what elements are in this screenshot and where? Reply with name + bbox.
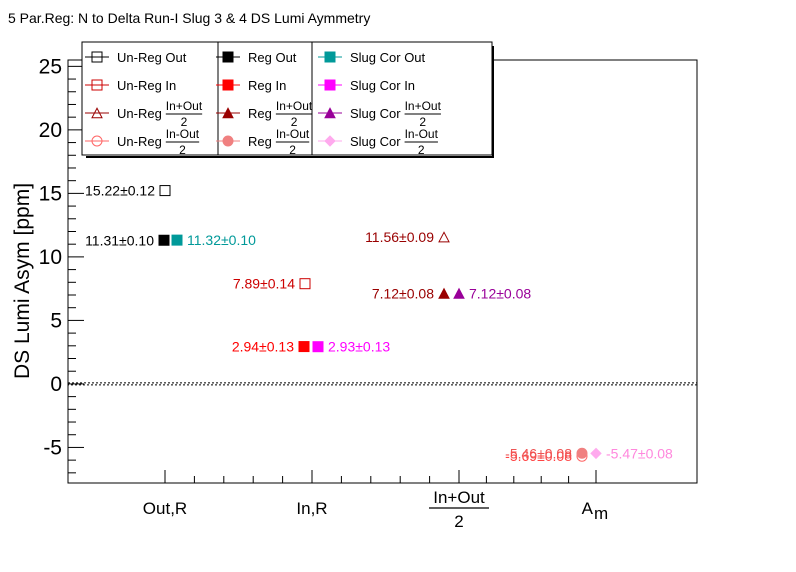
x-axis: Out,R In,R In+Out 2 A m	[143, 470, 608, 531]
data-label: 7.12±0.08	[372, 285, 434, 301]
legend-label: Slug Cor	[350, 106, 401, 121]
legend-label-numerator: In-Out	[405, 127, 439, 141]
x-tick-label-denominator: 2	[454, 512, 463, 531]
data-label: 2.94±0.13	[232, 339, 294, 355]
legend-marker	[324, 107, 336, 119]
legend-label: Reg In	[248, 78, 286, 93]
legend-marker	[91, 51, 103, 63]
y-tick-label: 10	[39, 246, 62, 269]
legend-label: Reg	[248, 134, 272, 149]
zero-line	[68, 382, 697, 386]
legend-label: Un-Reg	[117, 134, 162, 149]
data-label: -5.69±0.08	[505, 448, 572, 464]
data-label: 11.56±0.09	[365, 229, 434, 245]
legend-label: Un-Reg Out	[117, 50, 187, 65]
legend-label-denominator: 2	[289, 143, 296, 157]
legend: Un-Reg Out Un-Reg In Un-Reg In+Out 2 Un-Reg In…	[81, 41, 494, 158]
data-point	[312, 341, 324, 353]
data-label: 11.32±0.10	[187, 232, 256, 248]
data-point	[159, 185, 171, 197]
legend-label-numerator: In-Out	[166, 127, 200, 141]
data-point	[590, 447, 602, 460]
data-point	[171, 234, 183, 246]
legend-marker	[222, 135, 234, 147]
legend-marker	[222, 51, 234, 63]
data-label: 11.31±0.10	[85, 232, 154, 248]
data-point	[298, 341, 310, 353]
legend-label: Slug Cor In	[350, 78, 415, 93]
legend-label-denominator: 2	[419, 115, 426, 129]
y-tick-label: -5	[43, 436, 62, 459]
legend-label-denominator: 2	[181, 115, 188, 129]
legend-marker	[222, 107, 234, 119]
legend-label-denominator: 2	[179, 143, 186, 157]
legend-label-numerator: In-Out	[276, 127, 310, 141]
data-label: 7.12±0.08	[469, 285, 531, 301]
legend-marker	[91, 135, 103, 147]
y-axis: -5 0 5 10 15 20 25	[39, 55, 84, 474]
x-tick-label: In,R	[296, 499, 327, 518]
legend-marker	[324, 135, 336, 147]
legend-shadow	[492, 46, 494, 158]
y-tick-label: 5	[50, 309, 62, 332]
data-label: 15.22±0.12	[85, 183, 155, 199]
legend-box	[81, 41, 493, 156]
data-point	[158, 234, 170, 246]
legend-label-denominator: 2	[418, 143, 425, 157]
legend-marker	[91, 79, 103, 91]
data-point	[438, 231, 450, 243]
data-label: -5.46±0.08	[505, 445, 572, 461]
legend-label: Slug Cor Out	[350, 50, 426, 65]
y-tick-label: 0	[50, 373, 62, 396]
data-point	[576, 447, 588, 459]
chart-title: 5 Par.Reg: N to Delta Run-I Slug 3 & 4 D…	[8, 10, 370, 26]
legend-label-numerator: In+Out	[166, 99, 203, 113]
legend-label-denominator: 2	[291, 115, 298, 129]
legend-marker	[222, 79, 234, 91]
data-label: 2.93±0.13	[328, 339, 390, 355]
legend-label: Un-Reg	[117, 106, 162, 121]
y-tick-label: 15	[39, 182, 62, 205]
legend-label: Reg	[248, 106, 272, 121]
y-tick-label: 20	[39, 119, 62, 142]
x-tick-label: A	[582, 499, 594, 518]
data-point	[438, 287, 450, 299]
legend-marker	[324, 51, 336, 63]
data-point	[453, 287, 465, 299]
y-axis-label: DS Lumi Asym [ppm]	[11, 183, 34, 379]
x-tick-label-subscript: m	[594, 504, 608, 523]
x-tick-label-numerator: In+Out	[433, 488, 485, 507]
legend-label: Reg Out	[248, 50, 297, 65]
legend-label-numerator: In+Out	[405, 99, 442, 113]
data-point	[299, 278, 311, 290]
legend-marker	[91, 107, 103, 119]
legend-marker	[324, 79, 336, 91]
data-label: 7.89±0.14	[233, 276, 295, 292]
legend-label-numerator: In+Out	[276, 99, 313, 113]
x-tick-label: Out,R	[143, 499, 187, 518]
legend-label: Un-Reg In	[117, 78, 176, 93]
legend-shadow	[86, 156, 494, 158]
data-label: -5.47±0.08	[606, 445, 673, 461]
legend-label: Slug Cor	[350, 134, 401, 149]
data-points	[158, 185, 602, 462]
data-labels: 15.22±0.12 7.89±0.14 11.56±0.09 -5.69±0.08 1…	[85, 183, 673, 465]
y-tick-label: 25	[39, 55, 62, 78]
